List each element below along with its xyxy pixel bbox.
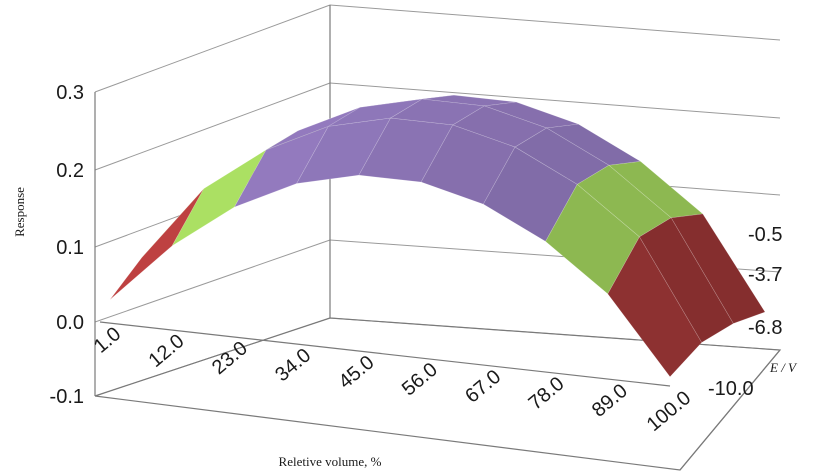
x-tick-label: 67.0 bbox=[461, 366, 505, 408]
z-gridline-0.3 bbox=[94, 4, 331, 93]
z-tick-label: 0.2 bbox=[56, 160, 84, 182]
x-tick-label: 78.0 bbox=[525, 373, 569, 415]
y-tick-label: -0.5 bbox=[748, 224, 782, 246]
z-tick-labels: 0.3 0.2 0.1 0.0 -0.1 bbox=[50, 82, 84, 408]
z-gridline-0.2 bbox=[94, 82, 331, 171]
x-tick-label: 23.0 bbox=[208, 337, 252, 379]
back-gridline-0.2 bbox=[329, 82, 781, 119]
z-tick-label: 0.0 bbox=[56, 312, 84, 334]
surface-patch bbox=[670, 213, 766, 324]
z-axis-title: Response bbox=[12, 187, 27, 237]
y-axis-line bbox=[679, 349, 781, 471]
surface-patch bbox=[109, 188, 205, 300]
z-tick-label: 0.3 bbox=[56, 82, 84, 104]
y-tick-label: -3.7 bbox=[748, 264, 782, 286]
response-surface bbox=[109, 94, 766, 378]
back-gridline-top bbox=[329, 4, 781, 41]
x-tick-label: 45.0 bbox=[335, 351, 379, 393]
x-tick-label: 56.0 bbox=[398, 359, 442, 401]
x-tick-label: 34.0 bbox=[271, 344, 315, 386]
x-axis-title: Reletive volume, % bbox=[279, 454, 382, 469]
surface-patch bbox=[639, 217, 734, 343]
z-gridline-0.0 bbox=[94, 239, 331, 323]
x-axis-line bbox=[99, 321, 671, 387]
x-tick-label: 89.0 bbox=[588, 380, 632, 422]
y-tick-label: -6.8 bbox=[748, 317, 782, 339]
chart-walls bbox=[94, 4, 782, 471]
x-tick-label: 12.0 bbox=[145, 330, 189, 372]
x-tick-label: 100.0 bbox=[643, 387, 695, 436]
z-tick-label: -0.1 bbox=[50, 386, 84, 408]
surface-patch bbox=[607, 236, 703, 378]
z-tick-label: 0.1 bbox=[56, 237, 84, 259]
y-tick-labels: -0.5 -3.7 -6.8 -10.0 bbox=[708, 224, 782, 400]
y-tick-label: -10.0 bbox=[708, 378, 754, 400]
x-tick-labels: 1.0 12.0 23.0 34.0 45.0 56.0 67.0 78.0 89.0 100.0 bbox=[90, 323, 695, 436]
y-axis-title: E / V bbox=[769, 360, 798, 375]
